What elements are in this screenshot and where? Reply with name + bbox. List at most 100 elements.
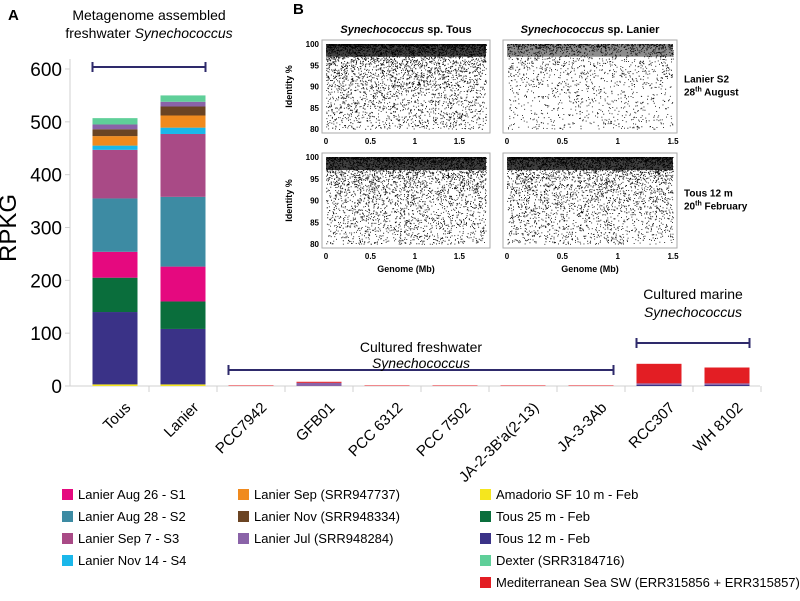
bar-segment [160,133,206,197]
legend-swatch [62,555,73,566]
inset-y-tick-label: 90 [310,83,319,92]
y-tick-label: 400 [30,166,62,187]
y-tick-label: 100 [30,324,62,345]
bar-segment [92,145,138,150]
legend-label: Tous 12 m - Feb [496,531,590,546]
inset-y-tick-label: 80 [310,125,319,134]
inset-y-tick-label: 100 [306,40,320,49]
bar-segment [160,127,206,134]
bar-segment [160,266,206,302]
legend-label: Lanier Sep 7 - S3 [78,531,179,546]
inset-x-tick-label: 1 [413,137,418,146]
bar-segment [704,367,750,384]
bar-segment [92,384,138,386]
inset-x-tick-label: 1 [615,137,620,146]
legend-item: Lanier Sep (SRR947737) [238,487,400,502]
bar-segment [92,129,138,137]
inset-x-tick-label: 0.5 [365,252,377,261]
inset-x-tick-label: 0.5 [557,252,569,261]
inset-x-tick-label: 1.5 [667,137,679,146]
bar-segment [160,384,206,386]
legend-label: Lanier Nov 14 - S4 [78,553,186,568]
y-tick-label: 600 [30,60,62,81]
inset-y-axis-title: Identity % [284,65,294,108]
scatter-points [507,44,674,130]
legend-item: Dexter (SRR3184716) [480,553,625,568]
group-label: freshwater Synechococcus [65,25,232,41]
legend-swatch [480,577,491,588]
inset-y-axis-title: Identity % [284,179,294,222]
legend-item: Tous 25 m - Feb [480,509,590,524]
group-label: Synechococcus [644,304,742,320]
legend-swatch [62,511,73,522]
x-tick-label: WH 8102 [690,399,746,455]
legend-label: Lanier Sep (SRR947737) [254,487,400,502]
legend-swatch [62,533,73,544]
legend-item: Mediterranean Sea SW (ERR315856 + ERR315… [480,575,800,590]
legend-swatch [238,511,249,522]
legend-item: Tous 12 m - Feb [480,531,590,546]
inset-row-label: 20th February [684,201,748,213]
legend-label: Dexter (SRR3184716) [496,553,625,568]
inset-y-tick-label: 85 [310,218,319,227]
x-tick-label: JA-3-3Ab [554,399,610,455]
bar-segment [636,363,682,384]
inset-x-tick-label: 0 [505,137,510,146]
inset-y-tick-label: 90 [310,197,319,206]
x-tick-label: PCC 6312 [345,399,406,460]
bar-segment [92,136,138,146]
x-tick-label: PCC7942 [212,399,270,457]
legend-label: Tous 25 m - Feb [496,509,590,524]
inset-column-title: Synechococcus sp. Tous [340,24,471,36]
legend-swatch [62,489,73,500]
inset-row-label: Lanier S2 [684,75,729,86]
bar-segment [568,385,614,386]
inset-y-tick-label: 95 [310,61,319,70]
x-tick-label: GFB01 [293,399,339,445]
y-axis-title: RPKG [0,194,22,262]
bar-segment [704,383,750,385]
dense-band [507,44,673,57]
inset-x-tick-label: 0 [324,252,329,261]
dense-band [326,44,486,57]
y-tick-label: 0 [51,377,62,398]
panel-label-b: B [293,1,304,18]
inset-x-tick-label: 0.5 [365,137,377,146]
x-tick-label: Lanier [161,399,203,441]
inset-x-tick-label: 1.5 [454,252,466,261]
bar-segment [296,382,342,386]
legend-swatch [480,533,491,544]
inset-y-tick-label: 95 [310,175,319,184]
legend-item: Lanier Nov 14 - S4 [62,553,186,568]
bar-segment [500,385,546,386]
bar-segment [92,277,138,313]
bar-segment [92,198,138,252]
inset-x-tick-label: 0 [324,137,329,146]
dense-band [326,157,486,171]
inset-x-axis-title: Genome (Mb) [561,264,619,274]
inset-x-tick-label: 0.5 [557,137,569,146]
panel-label-a: A [8,7,19,24]
inset-row-label: Tous 12 m [684,189,733,200]
bar-segment [160,101,206,107]
bar-segment [432,385,478,386]
dense-band [507,157,673,171]
legend-item: Lanier Nov (SRR948334) [238,509,400,524]
bar-segment [160,328,206,385]
inset-x-tick-label: 1.5 [667,252,679,261]
recruitment-plot: 80 85 90 95 100 0 0.5 1 1.5 [306,39,491,146]
bar-segment [228,385,274,386]
inset-x-tick-label: 1 [413,252,418,261]
bar-segment [160,301,206,329]
plot-frame [502,39,678,134]
legend-swatch [480,555,491,566]
legend-item: Lanier Aug 26 - S1 [62,487,186,502]
inset-x-tick-label: 1 [615,252,620,261]
bar-segment [704,384,750,386]
recruitment-plot: 0 0.5 1 1.5 [502,39,679,146]
scatter-points [507,157,674,245]
legend-swatch [480,511,491,522]
scatter-points [326,44,487,130]
legend-label: Lanier Nov (SRR948334) [254,509,400,524]
inset-y-tick-label: 85 [310,104,319,113]
